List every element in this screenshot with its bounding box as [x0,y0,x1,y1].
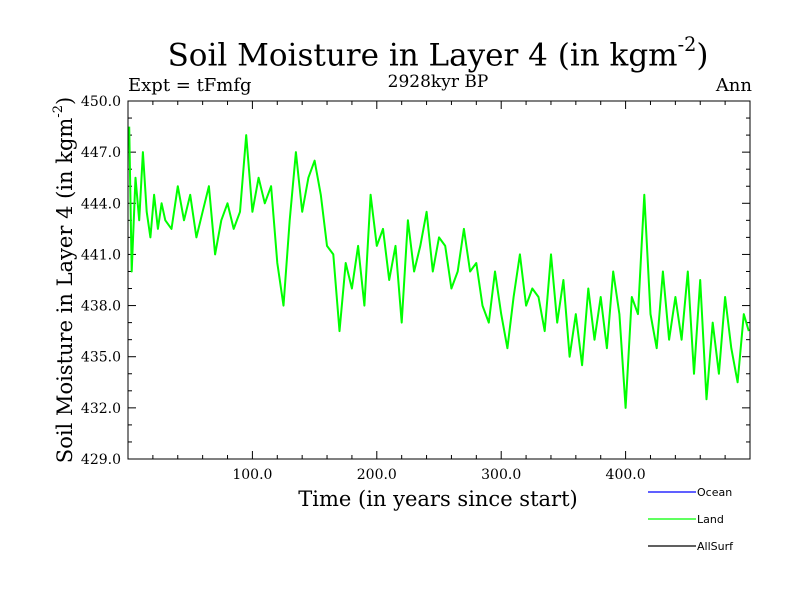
x-tick-label: 300.0 [481,467,521,483]
series-group [128,126,750,409]
y-tick-label: 429.0 [81,452,121,468]
experiment-label: Expt = tFmfg [128,75,252,96]
series-line-land [128,126,750,409]
y-tick-label: 450.0 [81,94,121,110]
x-tick-label: 200.0 [357,467,397,483]
chart-title: Soil Moisture in Layer 4 (in kgm-2) [167,33,709,74]
legend: Ocean Land AllSurf [648,486,734,553]
x-tick-label: 400.0 [606,467,646,483]
y-tick-label: 432.0 [81,401,121,417]
x-tick-label: 100.0 [232,467,272,483]
chart-subtitle: 2928kyr BP [387,72,489,92]
legend-label-allsurf: AllSurf [697,540,734,553]
y-tick-label: 447.0 [81,145,121,161]
y-tick-label: 444.0 [81,196,121,212]
axis-tick-labels: 100.0 200.0 300.0 400.0 429.0 432.0 435.0 438.0… [81,94,646,483]
legend-label-ocean: Ocean [697,486,732,499]
y-tick-label: 438.0 [81,299,121,315]
axis-ticks [128,100,750,460]
season-label: Ann [715,75,752,96]
y-tick-label: 441.0 [81,247,121,263]
plot-frame [127,100,751,460]
legend-label-land: Land [697,513,724,526]
x-axis-label: Time (in years since start) [298,487,578,511]
y-tick-label: 435.0 [81,350,121,366]
